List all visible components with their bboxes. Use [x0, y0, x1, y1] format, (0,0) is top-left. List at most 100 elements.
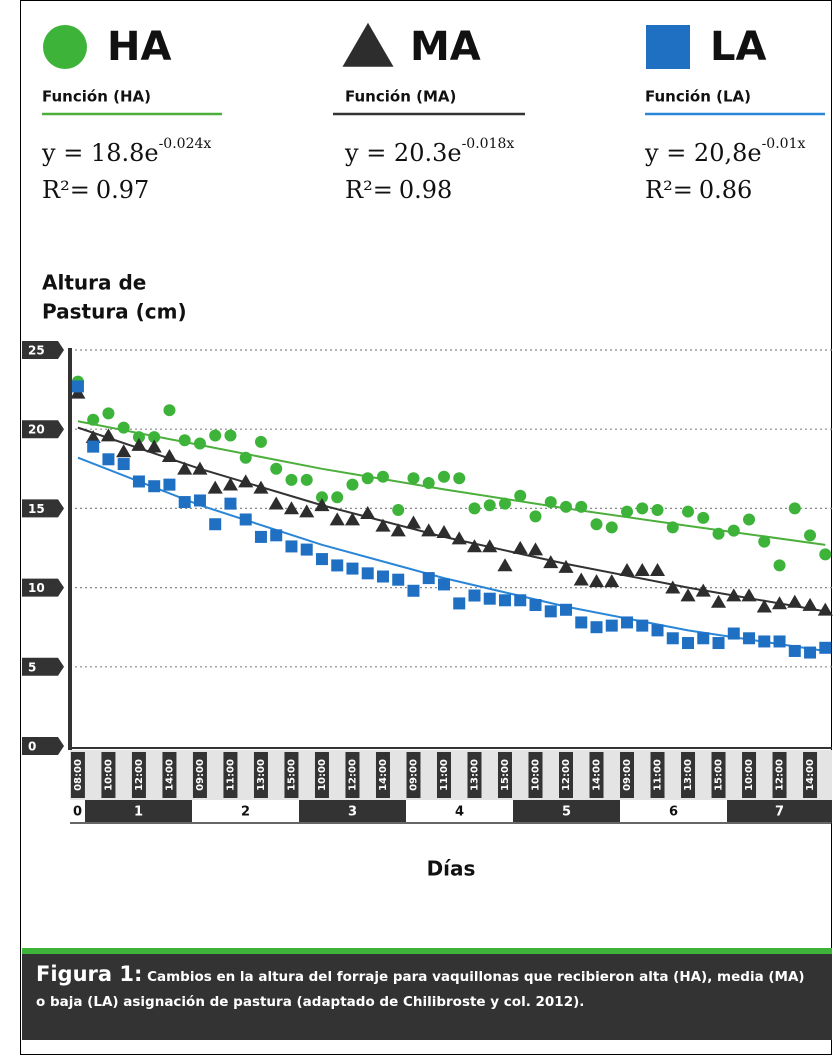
data-point	[621, 616, 634, 629]
data-point	[773, 635, 786, 648]
data-point	[85, 429, 101, 443]
data-point	[315, 553, 328, 566]
y-tick-label: 10	[28, 581, 45, 595]
data-point	[300, 543, 313, 556]
y-tick-tag	[22, 657, 64, 676]
data-point	[163, 404, 176, 417]
y-axis-label: Altura de	[42, 271, 146, 295]
x-tick-label: 09:00	[408, 759, 419, 791]
y-tick-tag	[22, 341, 64, 359]
data-point	[743, 513, 756, 526]
data-point	[605, 619, 618, 632]
data-point	[392, 503, 405, 516]
legend-marker	[646, 25, 690, 69]
data-point	[299, 504, 315, 518]
x-tick-box	[681, 752, 696, 798]
x-tick-box	[497, 752, 512, 798]
data-point	[422, 477, 435, 490]
data-point	[117, 421, 130, 434]
day-band	[513, 800, 620, 822]
data-point	[619, 563, 635, 577]
x-tick-label: 12:00	[134, 759, 145, 791]
data-point	[253, 480, 269, 494]
data-point	[100, 428, 116, 442]
equation-base: y = 20,8e	[644, 139, 762, 167]
data-point	[666, 632, 679, 645]
data-point	[178, 496, 191, 509]
caption-text: Cambios en la altura del forraje para va…	[36, 969, 805, 1010]
data-point	[207, 480, 223, 494]
data-point	[375, 518, 391, 532]
data-point	[102, 407, 115, 420]
trend-line	[77, 426, 826, 613]
day-band	[70, 800, 85, 822]
x-tick-label: 10:00	[744, 759, 755, 791]
data-point	[314, 498, 330, 512]
data-point	[710, 594, 727, 608]
data-point	[407, 584, 420, 597]
data-point	[421, 523, 437, 537]
data-point	[437, 578, 450, 591]
data-point	[346, 562, 359, 575]
x-tick-label: 10:00	[317, 759, 328, 791]
data-point	[453, 472, 466, 485]
data-point	[712, 637, 725, 650]
data-point	[636, 619, 649, 632]
x-tick-box	[284, 752, 299, 798]
day-band	[620, 800, 727, 822]
x-tick-label: 09:00	[622, 759, 633, 791]
data-point	[453, 597, 466, 610]
x-tick-label: 14:00	[592, 759, 603, 791]
x-tick-box	[528, 752, 543, 798]
data-point	[543, 555, 559, 569]
x-tick-box	[650, 752, 665, 798]
data-point	[558, 559, 574, 573]
data-point	[575, 616, 588, 629]
data-point	[665, 580, 681, 594]
day-band	[299, 800, 406, 822]
data-point	[270, 529, 283, 542]
data-point	[268, 496, 284, 510]
data-point	[390, 523, 406, 537]
data-point	[177, 461, 193, 475]
data-point	[163, 478, 176, 491]
data-point	[498, 594, 511, 607]
x-tick-label: 15:00	[500, 759, 511, 791]
r-squared-value: 0.98	[399, 176, 452, 204]
x-tick-label: 11:00	[225, 759, 236, 791]
x-tick-box	[772, 752, 787, 798]
data-point	[771, 596, 788, 610]
data-point	[560, 603, 573, 616]
x-tick-label: 15:00	[286, 759, 297, 791]
r-squared-value: 0.97	[96, 176, 149, 204]
data-point	[361, 472, 374, 485]
x-tick-box	[131, 752, 146, 798]
data-point	[331, 559, 344, 572]
legend-marker	[43, 25, 87, 69]
data-point	[224, 497, 237, 510]
data-point	[544, 496, 557, 509]
data-point	[193, 494, 206, 507]
equation-exponent: -0.024x	[159, 136, 212, 152]
data-point	[239, 513, 252, 526]
x-tick-label: 13:00	[683, 759, 694, 791]
data-point	[285, 473, 298, 486]
data-point	[497, 558, 513, 572]
data-point	[407, 472, 420, 485]
data-point	[575, 500, 588, 513]
data-point	[331, 491, 344, 504]
x-tick-label: 10:00	[530, 759, 541, 791]
data-point	[437, 470, 450, 483]
data-point	[376, 570, 389, 583]
day-label: 2	[241, 805, 250, 820]
x-tick-box	[742, 752, 757, 798]
data-point	[222, 477, 238, 491]
trend-line	[77, 456, 826, 652]
legend-label: LA	[710, 24, 766, 70]
data-point	[741, 588, 757, 602]
data-point	[346, 478, 359, 491]
x-tick-box	[345, 752, 360, 798]
data-point	[682, 637, 695, 650]
x-tick-label: 14:00	[164, 759, 175, 791]
